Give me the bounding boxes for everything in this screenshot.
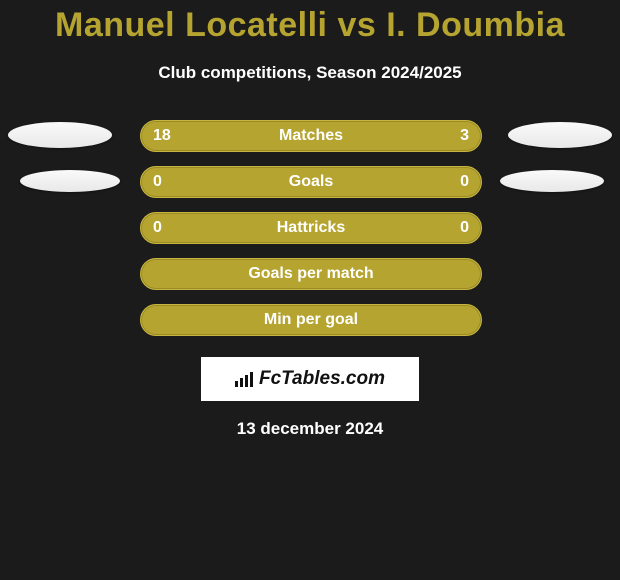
stat-rows: 18 Matches 3 0 Goals 0 0 Hattricks 0: [0, 113, 620, 343]
stat-pill: 18 Matches 3: [140, 120, 482, 152]
bar-chart-icon: [235, 372, 253, 387]
stat-label: Goals: [289, 173, 333, 191]
stat-right-value: 3: [460, 127, 469, 145]
stat-label: Matches: [279, 127, 343, 145]
stat-pill: 0 Hattricks 0: [140, 212, 482, 244]
stat-row-matches: 18 Matches 3: [0, 113, 620, 159]
source-logo-inner: FcTables.com: [235, 368, 385, 390]
stat-left-value: 0: [153, 173, 162, 191]
stat-right-value: 0: [460, 173, 469, 191]
stat-pill: 0 Goals 0: [140, 166, 482, 198]
comparison-card: Manuel Locatelli vs I. Doumbia Club comp…: [0, 0, 620, 580]
stat-row-goals: 0 Goals 0: [0, 159, 620, 205]
snapshot-date: 13 december 2024: [0, 419, 620, 439]
stat-left-value: 18: [153, 127, 171, 145]
source-logo: FcTables.com: [201, 357, 419, 401]
blank-ellipse-left-icon: [20, 170, 120, 192]
blank-ellipse-right-icon: [508, 122, 612, 148]
stat-row-hattricks: 0 Hattricks 0: [0, 205, 620, 251]
stat-row-goals-per-match: Goals per match: [0, 251, 620, 297]
stat-left-value: 0: [153, 219, 162, 237]
page-title: Manuel Locatelli vs I. Doumbia: [0, 0, 620, 45]
stat-pill: Min per goal: [140, 304, 482, 336]
stat-label: Hattricks: [277, 219, 345, 237]
blank-ellipse-right-icon: [500, 170, 604, 192]
stat-pill: Goals per match: [140, 258, 482, 290]
blank-ellipse-left-icon: [8, 122, 112, 148]
source-logo-text: FcTables.com: [259, 368, 385, 390]
stat-label: Goals per match: [248, 265, 373, 283]
stat-row-min-per-goal: Min per goal: [0, 297, 620, 343]
page-subtitle: Club competitions, Season 2024/2025: [0, 63, 620, 83]
stat-right-value: 0: [460, 219, 469, 237]
stat-label: Min per goal: [264, 311, 358, 329]
